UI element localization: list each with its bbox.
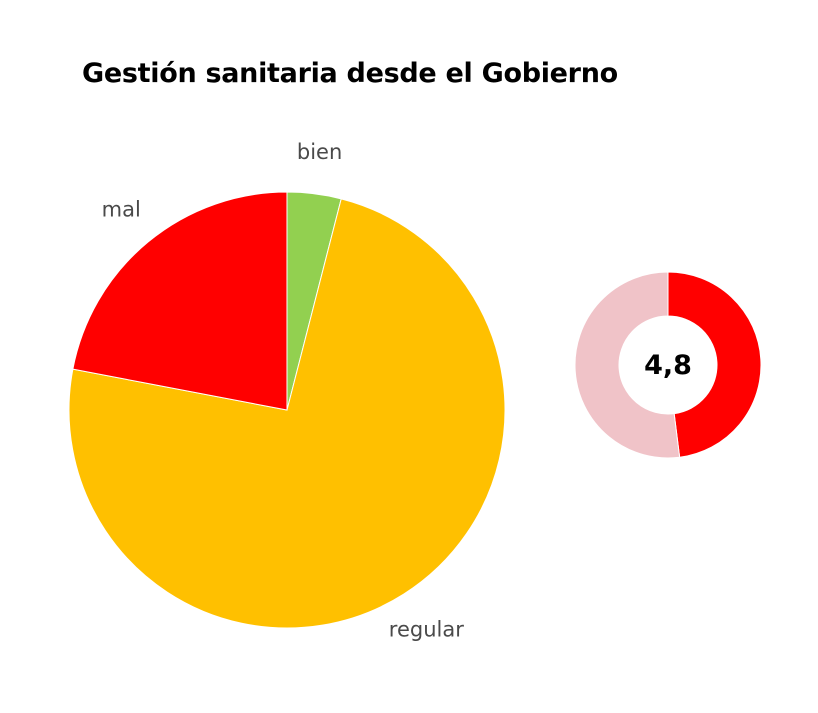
pie-label-regular: regular — [389, 618, 464, 642]
donut-filled-segment — [667, 271, 762, 458]
pie-label-bien: bien — [297, 140, 342, 164]
pie-labels: bien regular mal — [102, 140, 465, 641]
donut-remainder-segment — [574, 271, 681, 459]
donut-center-value: 4,8 — [644, 350, 692, 381]
pie-slice-mal — [72, 191, 288, 411]
pie-slice-regular — [68, 198, 506, 629]
chart-title: Gestión sanitaria desde el Gobierno — [82, 58, 618, 89]
pie-chart — [68, 191, 506, 629]
pie-label-mal: mal — [102, 198, 141, 222]
donut-chart — [574, 271, 762, 459]
